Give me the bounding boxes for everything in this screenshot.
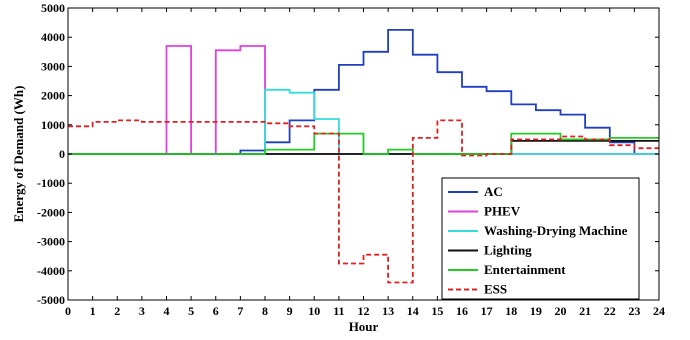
y-tick-label: 2000 bbox=[41, 89, 65, 103]
x-tick-label: 22 bbox=[604, 304, 616, 318]
legend-label: PHEV bbox=[484, 204, 521, 219]
y-tick-label: -2000 bbox=[37, 205, 65, 219]
x-tick-label: 12 bbox=[358, 304, 370, 318]
x-tick-label: 13 bbox=[382, 304, 394, 318]
y-tick-label: 5000 bbox=[41, 1, 65, 15]
x-tick-label: 7 bbox=[237, 304, 243, 318]
ticks-layer: 0 1 2 3 4 5 6 7 8 9 10 11 12 13 14 15 16 17 18 19 20 21 22 23 24… bbox=[37, 1, 665, 318]
y-tick-label: 1000 bbox=[41, 118, 65, 132]
x-tick-label: 6 bbox=[213, 304, 219, 318]
x-tick-label: 17 bbox=[481, 304, 493, 318]
x-tick-label: 9 bbox=[287, 304, 293, 318]
y-tick-label: -4000 bbox=[37, 264, 65, 278]
x-tick-label: 0 bbox=[65, 304, 71, 318]
legend: AC PHEV Washing-Drying Machine Lighting Ente… bbox=[441, 177, 640, 300]
x-tick-label: 19 bbox=[530, 304, 542, 318]
y-tick-label: 0 bbox=[59, 147, 65, 161]
x-tick-label: 10 bbox=[308, 304, 320, 318]
x-tick-label: 24 bbox=[653, 304, 665, 318]
legend-label: AC bbox=[484, 184, 503, 199]
x-tick-label: 11 bbox=[333, 304, 344, 318]
series-line-ess bbox=[68, 119, 659, 284]
x-tick-label: 4 bbox=[164, 304, 170, 318]
legend-label: ESS bbox=[484, 282, 507, 297]
x-tick-label: 23 bbox=[628, 304, 640, 318]
x-tick-label: 21 bbox=[579, 304, 591, 318]
x-tick-label: 14 bbox=[407, 304, 419, 318]
y-tick-label: -3000 bbox=[37, 235, 65, 249]
x-tick-label: 18 bbox=[505, 304, 517, 318]
x-tick-label: 16 bbox=[456, 304, 468, 318]
series-line-entertainment bbox=[68, 132, 659, 155]
x-tick-label: 15 bbox=[431, 304, 443, 318]
series-layer bbox=[68, 29, 659, 284]
x-tick-label: 8 bbox=[262, 304, 268, 318]
x-tick-label: 3 bbox=[139, 304, 145, 318]
y-tick-label: -1000 bbox=[37, 176, 65, 190]
legend-label: Washing-Drying Machine bbox=[484, 223, 628, 238]
y-tick-label: -5000 bbox=[37, 293, 65, 307]
x-tick-label: 20 bbox=[555, 304, 567, 318]
x-axis-title: Hour bbox=[349, 319, 379, 334]
legend-label: Lighting bbox=[484, 243, 532, 258]
x-tick-label: 5 bbox=[188, 304, 194, 318]
legend-label: Entertainment bbox=[484, 262, 566, 277]
y-tick-label: 3000 bbox=[41, 59, 65, 73]
y-axis-title: Energy of Demand (Wh) bbox=[11, 86, 26, 223]
legend-items: AC PHEV Washing-Drying Machine Lighting Ente… bbox=[448, 184, 628, 297]
y-tick-label: 4000 bbox=[41, 30, 65, 44]
legend-box bbox=[441, 177, 640, 300]
x-tick-label: 1 bbox=[90, 304, 96, 318]
x-tick-label: 2 bbox=[114, 304, 120, 318]
